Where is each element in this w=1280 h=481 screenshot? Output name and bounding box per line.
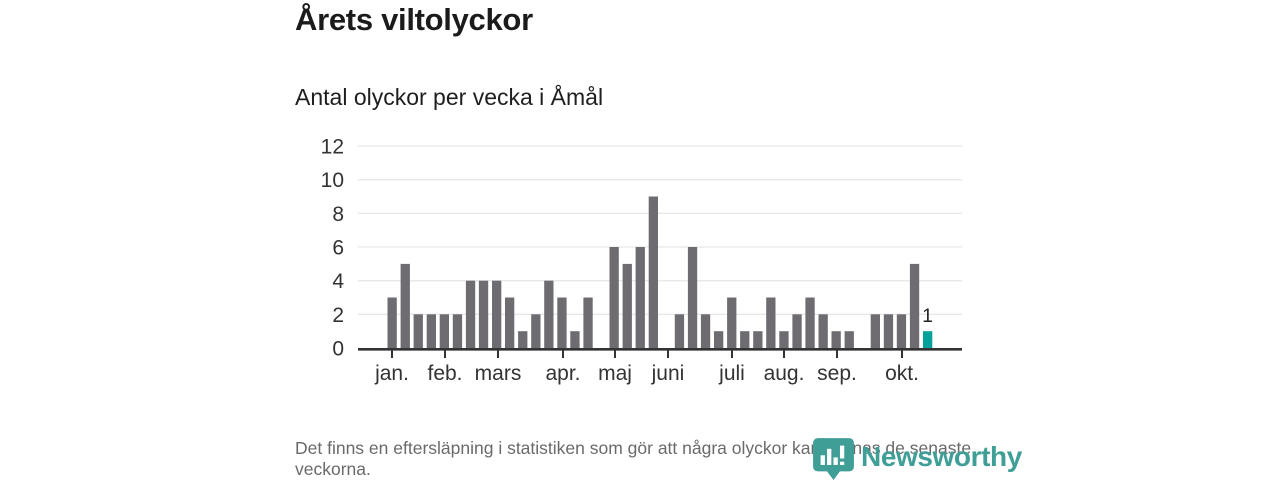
bar-week-16 [583,297,593,348]
bar-week-20 [635,247,645,348]
bar-week-34 [818,314,828,348]
last-value-annotation: 1 [922,306,933,327]
newsworthy-logo: Newsworthy [812,437,1022,481]
bar-week-26 [714,331,724,348]
bar-week-2 [400,263,410,348]
y-axis-label-0: 0 [332,338,344,361]
bar-week-1 [387,297,397,348]
bar-week-29 [753,331,763,348]
logo-exclamation-dot [839,461,845,465]
bar-week-32 [792,314,802,348]
x-axis-label-apr: apr. [545,362,580,385]
bar-week-23 [674,314,685,348]
newsworthy-wordmark: Newsworthy [861,441,1022,472]
y-axis-label-6: 6 [332,237,344,260]
bar-week-35 [831,331,841,348]
bar-current-week [923,331,933,348]
x-axis-label-juni: juni [651,362,685,385]
x-axis-label-jan: jan. [374,362,409,385]
bar-week-33 [805,297,815,348]
logo-bar-1 [820,455,825,465]
bar-week-9 [492,280,502,348]
logo-exclamation-stem [839,445,845,459]
y-axis-label-2: 2 [332,304,344,327]
x-axis-label-aug: aug. [764,362,805,385]
bar-week-10 [505,297,515,348]
y-axis-label-10: 10 [321,169,344,192]
x-axis-label-mars: mars [475,362,522,385]
newsworthy-pin-icon [813,438,854,480]
bar-week-15 [570,331,580,348]
bar-week-27 [727,297,737,348]
logo-bar-3 [833,457,838,465]
bar-week-12 [531,314,541,348]
y-axis-label-12: 12 [321,136,344,159]
bar-week-19 [622,263,632,348]
bar-week-6 [452,314,463,348]
bar-week-28 [740,331,750,348]
y-axis-label-8: 8 [332,203,344,226]
logo-bar-2 [827,448,832,465]
y-axis-label-4: 4 [332,270,344,293]
footnote: Det finns en eftersläpning i statistiken… [295,438,972,479]
bar-week-36 [844,331,854,348]
bar-week-18 [609,247,619,348]
bar-week-24 [687,247,698,348]
chart-title: Årets viltolyckor [295,2,533,37]
x-axis-label-maj: maj [598,362,632,385]
bar-week-13 [544,280,554,348]
bar-week-38 [870,314,880,348]
bar-week-31 [779,331,789,348]
bar-week-7 [465,280,476,348]
weekly-accidents-bar-chart: 0 2 4 6 8 10 12 1 jan. feb. mars apr. maj juni juli aug… [321,136,962,385]
bar-week-40 [896,314,907,348]
bar-week-25 [700,314,711,348]
bar-week-11 [518,331,528,348]
x-axis-label-okt: okt. [885,362,919,385]
bar-week-41 [909,263,920,348]
bar-week-8 [478,280,489,348]
bar-week-3 [413,314,423,348]
bar-week-30 [766,297,776,348]
bar-week-14 [557,297,567,348]
bar-week-39 [883,314,894,348]
bar-week-5 [439,314,449,348]
x-axis-label-feb: feb. [427,362,462,385]
x-axis-label-juli: juli [718,362,745,385]
bar-week-21 [648,196,658,348]
bar-week-4 [426,314,436,348]
x-axis-label-sep: sep. [817,362,857,385]
chart-subtitle: Antal olyckor per vecka i Åmål [295,84,604,110]
